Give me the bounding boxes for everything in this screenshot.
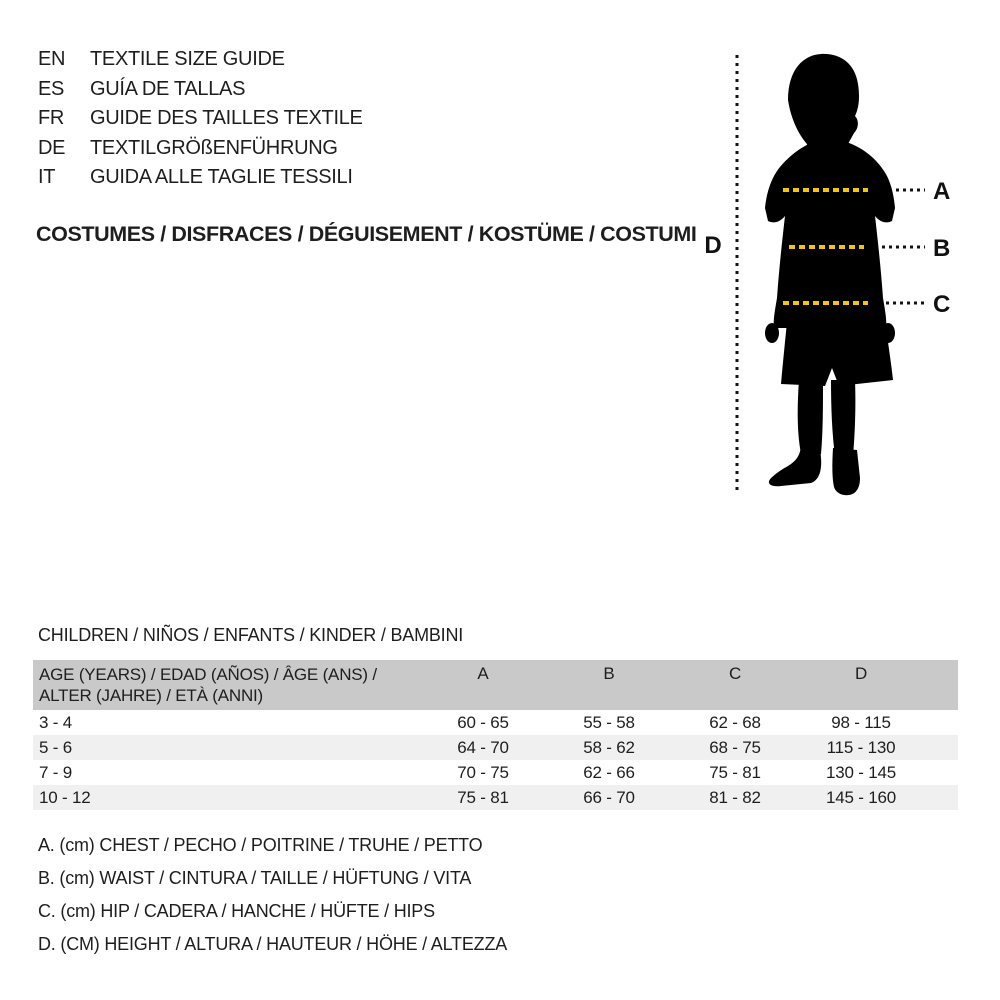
chest-cell: 64 - 70 [420,735,546,760]
age-cell: 10 - 12 [33,785,420,810]
measure-label-a: A [933,178,950,205]
column-header-c: C [672,660,798,710]
table-row: 7 - 9 70 - 75 62 - 66 75 - 81 130 - 145 [33,760,958,785]
table-row: 3 - 4 60 - 65 55 - 58 62 - 68 98 - 115 [33,710,958,735]
legend-line-chest: A. (cm) CHEST / PECHO / POITRINE / TRUHE… [38,835,483,855]
height-cell: 115 - 130 [798,735,924,760]
table-section-title: CHILDREN / NIÑOS / ENFANTS / KINDER / BA… [38,625,464,645]
size-table: AGE (YEARS) / EDAD (AÑOS) / ÂGE (ANS) / … [33,660,958,810]
legend-line-hip: C. (cm) HIP / CADERA / HANCHE / HÜFTE / … [38,901,435,921]
lang-label: GUIDE DES TAILLES TEXTILE [90,107,363,129]
age-cell: 7 - 9 [39,762,73,782]
height-cell: 130 - 145 [825,762,897,782]
table-row: 5 - 6 64 - 70 58 - 62 68 - 75 115 - 130 [33,735,958,760]
category-title: COSTUMES / DISFRACES / DÉGUISEMENT / KOS… [36,222,697,246]
lang-label: TEXTILE SIZE GUIDE [90,48,285,70]
table-row: 10 - 12 75 - 81 66 - 70 81 - 82 145 - 16… [33,785,958,810]
measure-label-c: C [933,291,950,318]
column-header-d: D [798,660,924,710]
height-cell: 98 - 115 [831,712,891,732]
chest-cell: 60 - 65 [457,712,509,732]
legend-line-waist: B. (cm) WAIST / CINTURA / TAILLE / HÜFTU… [38,868,472,888]
measure-label-d: D [704,232,721,259]
legend-line-height: D. (CM) HEIGHT / ALTURA / HAUTEUR / HÖHE… [38,934,508,954]
lang-row-fr: FR GUIDE DES TAILLES TEXTILE [38,104,363,134]
hip-cell: 62 - 68 [709,712,761,732]
hip-cell: 81 - 82 [672,785,798,810]
language-title-list: EN TEXTILE SIZE GUIDE ES GUÍA DE TALLAS … [38,45,363,193]
chest-cell: 75 - 81 [420,785,546,810]
age-header-line2: ALTER (JAHRE) / ETÀ (ANNI) [39,686,264,705]
lang-code: DE [38,136,66,159]
hip-cell: 68 - 75 [672,735,798,760]
waist-cell: 66 - 70 [546,785,672,810]
age-cell: 5 - 6 [33,735,420,760]
row-spacer [924,710,958,735]
height-cell: 145 - 160 [798,785,924,810]
age-cell: 3 - 4 [39,712,73,732]
waist-cell: 55 - 58 [583,712,635,732]
column-header-b: B [546,660,672,710]
lang-row-it: IT GUIDA ALLE TAGLIE TESSILI [38,163,363,193]
child-silhouette-icon [765,53,895,496]
chest-cell: 70 - 75 [457,762,509,782]
lang-code: EN [38,48,66,70]
row-spacer [924,785,958,810]
row-spacer [924,735,958,760]
measurement-diagram: D A B [704,53,950,496]
waist-cell: 62 - 66 [583,762,635,782]
table-header-row: AGE (YEARS) / EDAD (AÑOS) / ÂGE (ANS) / … [33,660,958,710]
age-column-header: AGE (YEARS) / EDAD (AÑOS) / ÂGE (ANS) / … [33,660,420,710]
lang-label: GUIDA ALLE TAGLIE TESSILI [90,166,353,188]
measure-label-b: B [933,235,950,262]
hip-cell: 75 - 81 [709,762,761,782]
lang-code: FR [38,107,65,129]
lang-code: IT [38,166,56,188]
column-header-a: A [420,660,546,710]
lang-label: GUÍA DE TALLAS [90,77,246,100]
lang-row-en: EN TEXTILE SIZE GUIDE [38,45,363,75]
lang-label: TEXTILGRÖßENFÜHRUNG [90,136,338,159]
waist-cell: 58 - 62 [546,735,672,760]
lang-row-de: DE TEXTILGRÖßENFÜHRUNG [38,134,363,164]
measurement-legend: A. (cm) CHEST / PECHO / POITRINE / TRUHE… [38,829,507,961]
lang-row-es: ES GUÍA DE TALLAS [38,75,363,105]
lang-code: ES [38,77,65,100]
header-spacer [924,660,958,710]
row-spacer [924,760,958,785]
age-header-line1: AGE (YEARS) / EDAD (AÑOS) / ÂGE (ANS) / [39,665,377,684]
